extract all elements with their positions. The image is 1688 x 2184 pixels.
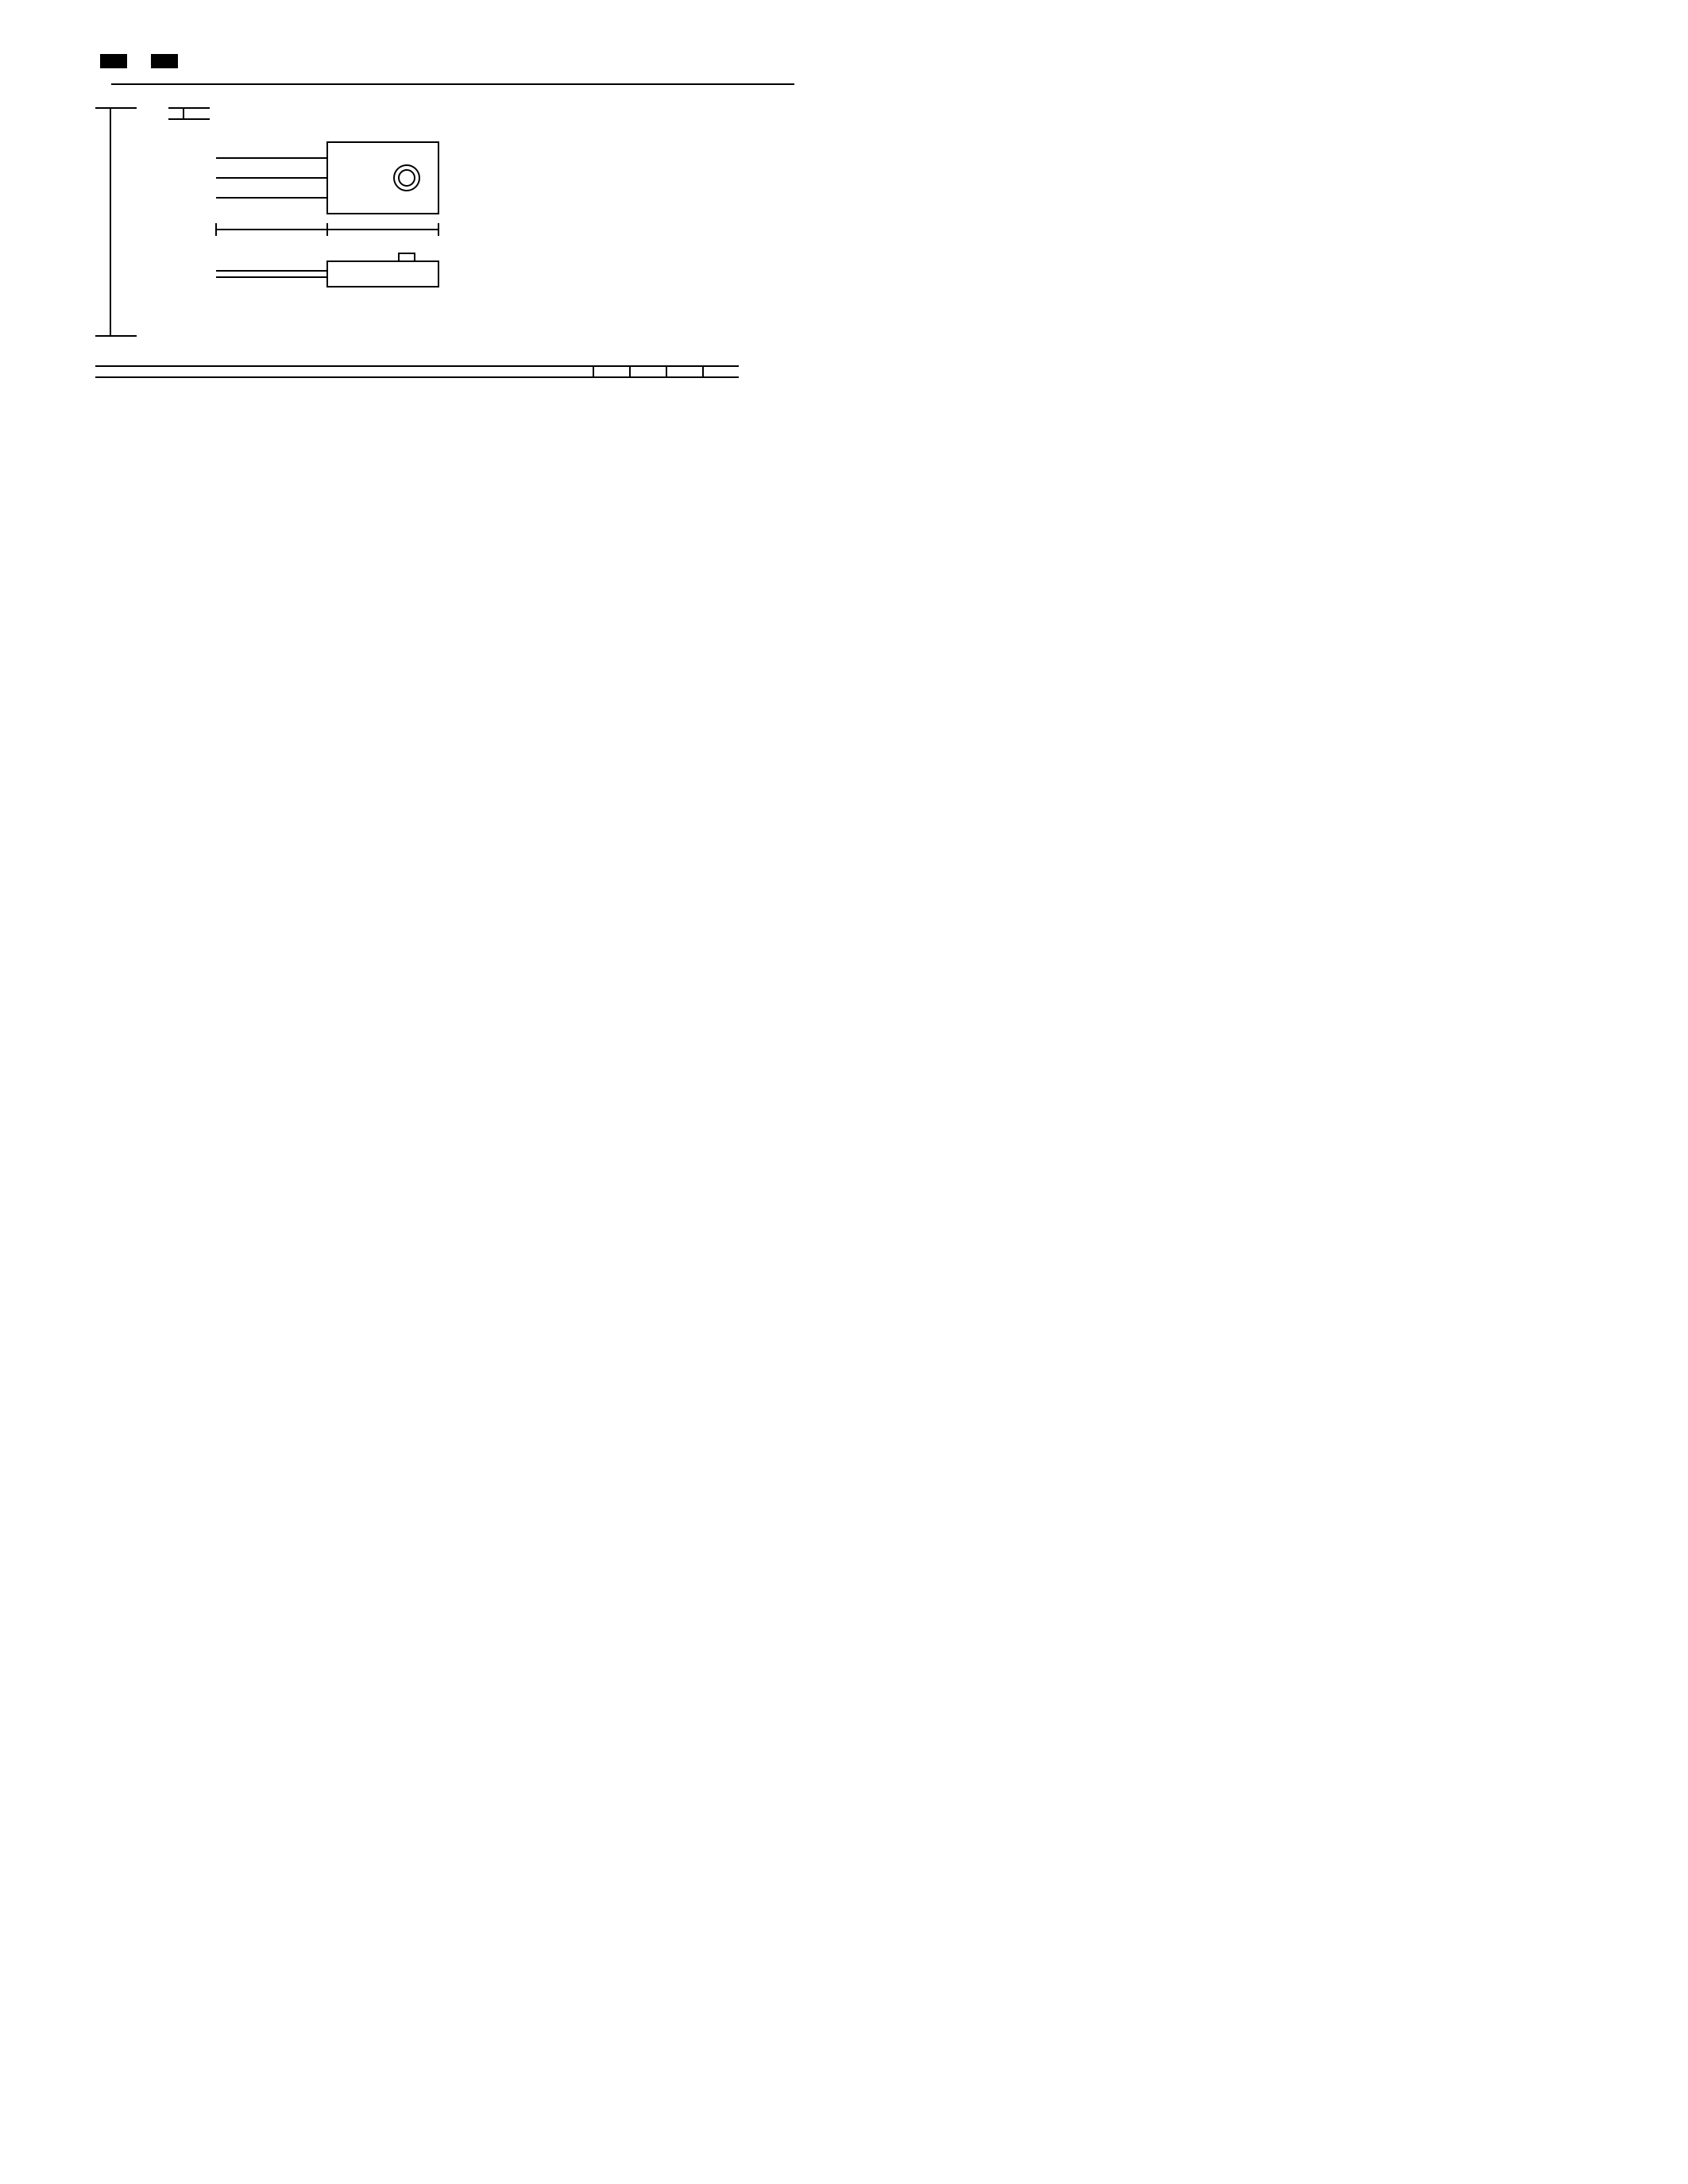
ordering-table-main — [95, 107, 137, 337]
col-header — [110, 108, 137, 336]
ordering-and-diagram — [95, 107, 1624, 337]
horizontal-rule — [111, 83, 794, 85]
ratings-title — [95, 366, 499, 377]
header-code — [95, 48, 183, 75]
block-icon — [151, 54, 178, 68]
col-header — [666, 366, 703, 377]
package-diagram — [168, 120, 470, 332]
header-row — [95, 48, 1624, 75]
right-column — [168, 107, 470, 337]
col-header — [630, 366, 666, 377]
col-header — [168, 108, 183, 119]
to126-outline-icon — [168, 126, 470, 317]
col-header — [499, 366, 593, 377]
col-header — [703, 366, 739, 377]
col-header — [183, 108, 210, 119]
max-ratings-table — [95, 365, 739, 378]
col-header — [95, 108, 110, 336]
block-icon — [100, 54, 127, 68]
page-footer — [95, 430, 1624, 453]
col-header — [593, 366, 630, 377]
ordering-table-accessories — [168, 107, 210, 120]
